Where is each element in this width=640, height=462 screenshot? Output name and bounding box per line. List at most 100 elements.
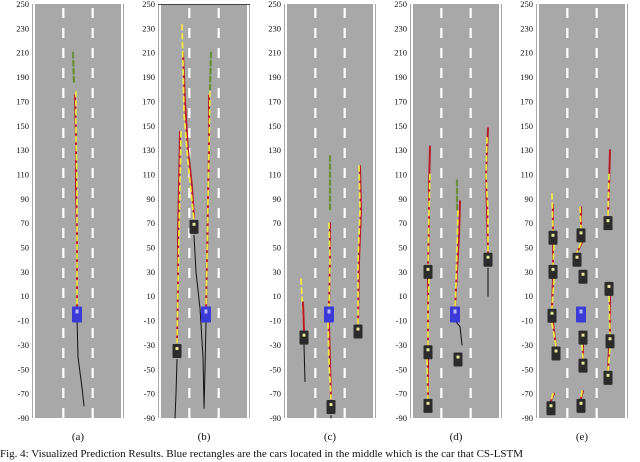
subfigure-label: (b)	[198, 431, 211, 443]
neighbor-car	[605, 334, 615, 349]
y-tick-label: 250	[142, 0, 155, 9]
y-tick-label: 250	[394, 0, 407, 9]
y-tick-label: 250	[16, 0, 29, 9]
actual-path-trajectory	[303, 344, 306, 382]
y-tick-label: -30	[270, 340, 281, 350]
y-tick-label: -50	[270, 364, 281, 374]
neighbor-car-marker	[606, 373, 610, 377]
neighbor-car	[578, 330, 588, 345]
y-tick-label: -90	[144, 413, 155, 423]
neighbor-car	[483, 252, 493, 267]
neighbor-car	[604, 281, 614, 296]
neighbor-car	[546, 401, 556, 416]
panel-4: 250 230 210 190 170 150 130 110 90 70 50 30 10 -10 -30…	[394, 0, 502, 443]
y-tick-label: 110	[521, 169, 533, 179]
neighbor-car	[551, 346, 561, 361]
y-tick-label: 170	[520, 96, 533, 106]
neighbor-car-marker	[302, 333, 306, 337]
history-trajectory	[71, 51, 76, 85]
neighbor-car	[578, 269, 588, 284]
neighbor-car	[576, 398, 586, 413]
prediction-trajectory	[454, 200, 461, 307]
ground-truth-trajectory	[552, 244, 555, 266]
ground-truth-trajectory	[551, 322, 557, 348]
ego-car	[576, 306, 586, 323]
neighbor-car-marker	[175, 347, 179, 351]
neighbor-car	[423, 264, 433, 279]
actual-path-trajectory	[174, 359, 178, 419]
neighbor-car	[326, 400, 336, 415]
y-tick-label: 230	[394, 23, 407, 33]
prediction-trajectory	[182, 51, 195, 219]
ground-truth-trajectory	[75, 90, 78, 313]
neighbor-car	[453, 352, 463, 367]
actual-path-trajectory	[193, 234, 205, 407]
ground-truth-trajectory	[551, 193, 554, 232]
y-tick-label: -30	[18, 340, 29, 350]
y-tick-label: 130	[142, 145, 155, 155]
subfigure-label: (c)	[324, 431, 337, 443]
y-tick-label: 30	[21, 267, 30, 277]
y-tick-label: -90	[522, 413, 533, 423]
neighbor-car-marker	[551, 267, 555, 271]
subfigure-label: (d)	[450, 431, 463, 443]
y-tick-label: 230	[520, 23, 533, 33]
y-tick-label: 70	[21, 218, 30, 228]
neighbor-car-marker	[426, 348, 430, 352]
neighbor-car-marker	[456, 355, 460, 359]
ground-truth-trajectory	[327, 322, 332, 400]
y-tick-label: 70	[399, 218, 408, 228]
actual-path-trajectory	[203, 320, 207, 409]
ground-truth-trajectory	[357, 165, 361, 326]
y-tick-label: -70	[144, 389, 155, 399]
neighbor-car-marker	[329, 403, 333, 407]
y-tick-label: 50	[399, 243, 408, 253]
neighbor-car-marker	[581, 333, 585, 337]
neighbor-car-marker	[551, 233, 555, 237]
y-tick-label: -50	[144, 364, 155, 374]
y-tick-label: 150	[520, 121, 533, 131]
y-tick-label: 50	[21, 243, 30, 253]
ego-car	[450, 306, 460, 323]
ground-truth-trajectory	[580, 390, 583, 400]
y-tick-label: 110	[143, 169, 155, 179]
y-tick-label: 90	[147, 194, 156, 204]
neighbor-car-marker	[607, 284, 611, 288]
y-tick-label: -90	[18, 413, 29, 423]
y-tick-label: 10	[273, 291, 282, 301]
y-tick-label: 170	[268, 96, 281, 106]
ground-truth-trajectory	[454, 210, 459, 307]
ground-truth-trajectory	[607, 347, 611, 372]
road-surface	[158, 4, 250, 418]
y-tick-label: 30	[525, 267, 534, 277]
ground-truth-trajectory	[427, 173, 431, 266]
y-tick-label: 110	[269, 169, 281, 179]
y-tick-label: 250	[268, 0, 281, 9]
ego-car-marker	[453, 309, 457, 314]
neighbor-car	[578, 358, 588, 373]
y-tick-label: 30	[147, 267, 156, 277]
ground-truth-trajectory	[579, 206, 582, 229]
y-tick-label: 150	[142, 121, 155, 131]
y-tick-label: 70	[273, 218, 282, 228]
neighbor-car-marker	[581, 361, 585, 365]
y-tick-label: -70	[522, 389, 533, 399]
y-tick-label: 50	[525, 243, 534, 253]
y-tick-label: 110	[17, 169, 29, 179]
ground-truth-trajectory	[427, 277, 430, 346]
y-tick-label: 210	[520, 48, 533, 58]
neighbor-car	[603, 216, 613, 231]
neighbor-car-marker	[550, 311, 554, 315]
neighbor-car	[172, 344, 182, 359]
neighbor-car-marker	[579, 231, 583, 235]
figure-caption: Fig. 4: Visualized Prediction Results. B…	[0, 448, 524, 460]
history-trajectory	[208, 51, 213, 91]
y-tick-label: -90	[270, 413, 281, 423]
y-tick-label: 150	[268, 121, 281, 131]
y-tick-label: -50	[18, 364, 29, 374]
ground-truth-trajectory	[550, 392, 554, 402]
y-tick-label: 210	[142, 48, 155, 58]
ground-truth-trajectory	[581, 344, 584, 360]
y-tick-label: 210	[16, 48, 29, 58]
